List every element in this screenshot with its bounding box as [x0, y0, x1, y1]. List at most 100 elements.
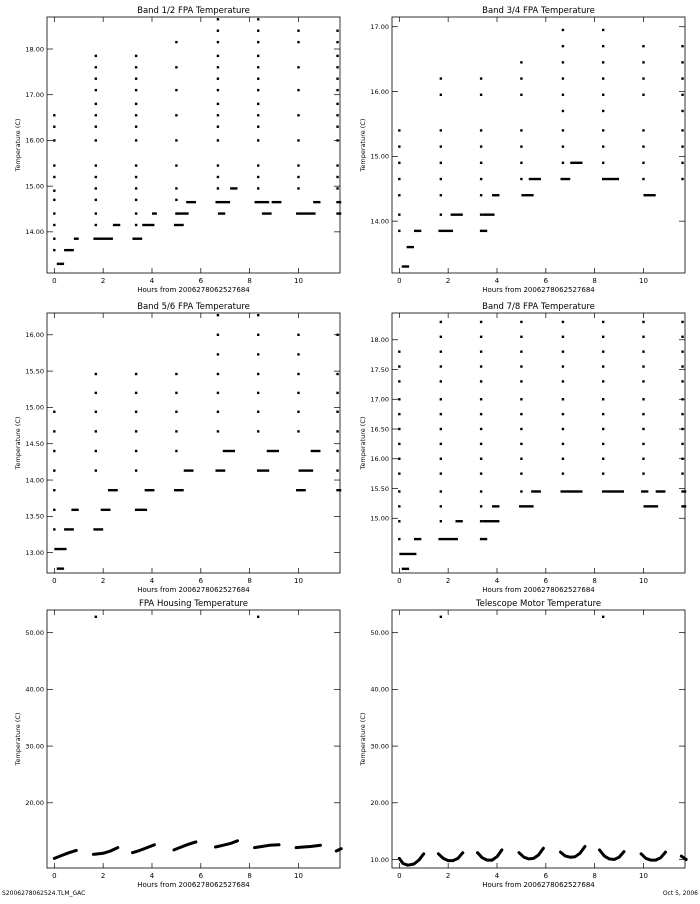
- data-point: [479, 145, 483, 148]
- plot-frame: [46, 609, 341, 869]
- data-point: [602, 129, 605, 132]
- data-point: [94, 449, 98, 453]
- data-point: [439, 398, 443, 401]
- data-run: [266, 449, 279, 453]
- y-tick-label: 18.00: [370, 336, 389, 344]
- data-point: [642, 457, 645, 460]
- data-point: [257, 164, 260, 167]
- data-point: [398, 145, 401, 148]
- data-point: [681, 109, 684, 113]
- data-point: [134, 139, 138, 142]
- x-tick-label: 2: [446, 277, 450, 285]
- footer-filename: S2006278062524.TLM_GAC: [2, 890, 86, 897]
- data-point: [134, 175, 138, 179]
- data-point: [398, 537, 401, 541]
- data-run: [336, 200, 342, 204]
- data-point: [53, 469, 56, 472]
- chart-panel-6: Telescope Motor Temperature Hours from 20…: [359, 599, 688, 889]
- data-run: [215, 200, 231, 204]
- data-curve: [639, 850, 667, 862]
- chart-title: Band 3/4 FPA Temperature: [482, 6, 595, 16]
- data-point: [398, 213, 401, 216]
- data-point: [642, 93, 645, 96]
- data-point: [479, 77, 483, 80]
- x-tick-label: 2: [101, 872, 105, 880]
- data-point: [216, 54, 220, 58]
- data-point: [520, 161, 523, 165]
- data-curve: [214, 839, 239, 849]
- data-point: [681, 129, 684, 132]
- data-point: [439, 490, 443, 493]
- data-point: [216, 102, 220, 106]
- x-tick-label: 10: [294, 872, 303, 880]
- data-point: [134, 102, 138, 106]
- data-run: [401, 567, 410, 571]
- data-point: [602, 442, 605, 446]
- data-run: [134, 508, 148, 512]
- data-point: [94, 212, 98, 215]
- data-point: [439, 615, 443, 619]
- y-axis-label: Temperature (C): [14, 713, 22, 767]
- data-point: [216, 333, 220, 336]
- data-run: [254, 200, 270, 204]
- data-point: [216, 139, 220, 142]
- data-point: [94, 125, 98, 128]
- data-point: [216, 29, 220, 32]
- data-run: [64, 528, 74, 531]
- y-tick-label: 17.00: [370, 396, 389, 404]
- data-point: [175, 66, 178, 69]
- data-run: [151, 212, 157, 215]
- y-tick-label: 50.00: [25, 629, 44, 637]
- data-run: [531, 490, 541, 493]
- data-point: [520, 380, 523, 383]
- data-point: [479, 213, 483, 216]
- data-point: [257, 114, 260, 117]
- data-point: [175, 187, 178, 190]
- data-point: [398, 161, 401, 165]
- data-point: [642, 365, 645, 368]
- chart-title: Telescope Motor Temperature: [475, 599, 601, 609]
- x-tick-label: 4: [150, 577, 155, 585]
- data-point: [602, 615, 605, 619]
- data-run: [261, 212, 272, 215]
- x-tick-label: 8: [247, 277, 251, 285]
- data-point: [520, 457, 523, 460]
- x-tick-label: 8: [247, 872, 251, 880]
- data-point: [561, 61, 565, 64]
- data-point: [520, 350, 523, 353]
- data-point: [175, 212, 178, 215]
- y-tick-label: 16.00: [370, 455, 389, 463]
- data-run: [413, 229, 422, 233]
- data-point: [216, 40, 220, 44]
- data-point: [520, 177, 523, 181]
- x-axis-label: Hours from 2006278062527684: [482, 881, 595, 889]
- data-point: [94, 164, 98, 167]
- data-point: [257, 615, 260, 619]
- x-tick-label: 4: [150, 277, 155, 285]
- data-point: [602, 365, 605, 368]
- data-point: [681, 93, 684, 96]
- data-point: [398, 129, 401, 132]
- data-point: [520, 490, 523, 493]
- y-tick-label: 17.50: [370, 366, 389, 374]
- data-point: [642, 398, 645, 401]
- data-point: [134, 410, 138, 413]
- data-run: [413, 537, 422, 541]
- data-point: [439, 129, 443, 132]
- data-point: [53, 198, 56, 202]
- data-point: [561, 109, 565, 113]
- data-point: [336, 372, 339, 376]
- data-point: [439, 335, 443, 338]
- data-point: [336, 114, 339, 117]
- data-point: [216, 77, 220, 80]
- x-tick-label: 2: [101, 277, 105, 285]
- data-point: [439, 93, 443, 96]
- data-point: [257, 430, 260, 433]
- data-point: [336, 125, 339, 128]
- data-point: [561, 412, 565, 416]
- data-point: [561, 398, 565, 401]
- data-marks: [53, 18, 342, 266]
- data-point: [398, 457, 401, 460]
